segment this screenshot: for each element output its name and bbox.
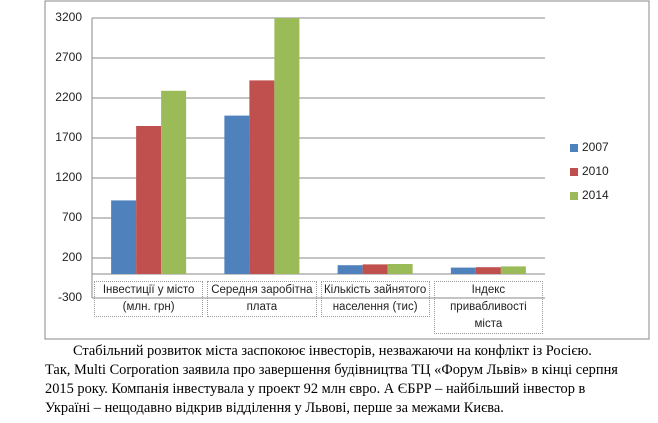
legend-label: 2010 bbox=[582, 164, 609, 178]
bar bbox=[224, 115, 250, 274]
bar bbox=[387, 264, 413, 274]
legend-label: 2007 bbox=[582, 140, 609, 154]
y-tick-label: 2200 bbox=[55, 90, 82, 104]
bar bbox=[274, 18, 300, 274]
bar bbox=[450, 267, 476, 274]
y-tick-label: 2700 bbox=[55, 50, 82, 64]
bar bbox=[362, 264, 388, 274]
y-tick-label: 1700 bbox=[55, 130, 82, 144]
y-tick-label: 700 bbox=[62, 210, 82, 224]
x-tick-label: Індекс привабливості міста bbox=[433, 281, 543, 334]
bar bbox=[111, 200, 137, 274]
legend-label: 2014 bbox=[582, 188, 609, 202]
bar bbox=[337, 265, 363, 274]
bar bbox=[500, 266, 526, 274]
x-tick-label: Кількість зайнятого населення (тис) bbox=[320, 281, 430, 317]
y-tick-label: -300 bbox=[58, 290, 82, 304]
bar bbox=[475, 267, 501, 274]
chart-border bbox=[44, 0, 650, 340]
bar bbox=[136, 126, 162, 274]
chart: -300 200 700 1200 1700 2200 2700 3200 2007 2010 20… bbox=[44, 0, 650, 340]
bar bbox=[161, 90, 187, 274]
x-tick-label: Середня заробітна плата bbox=[207, 281, 317, 317]
legend-swatch bbox=[570, 144, 578, 152]
x-tick-label: Інвестиції у місто (млн. грн) bbox=[94, 281, 204, 317]
caption: Стабільний розвиток міста заспокоює інве… bbox=[45, 343, 618, 416]
y-tick-label: 200 bbox=[62, 250, 82, 264]
legend-swatch bbox=[570, 168, 578, 176]
bar bbox=[249, 80, 275, 275]
y-tick-label: 1200 bbox=[55, 170, 82, 184]
legend-swatch bbox=[570, 192, 578, 200]
y-tick-label: 3200 bbox=[55, 10, 82, 24]
